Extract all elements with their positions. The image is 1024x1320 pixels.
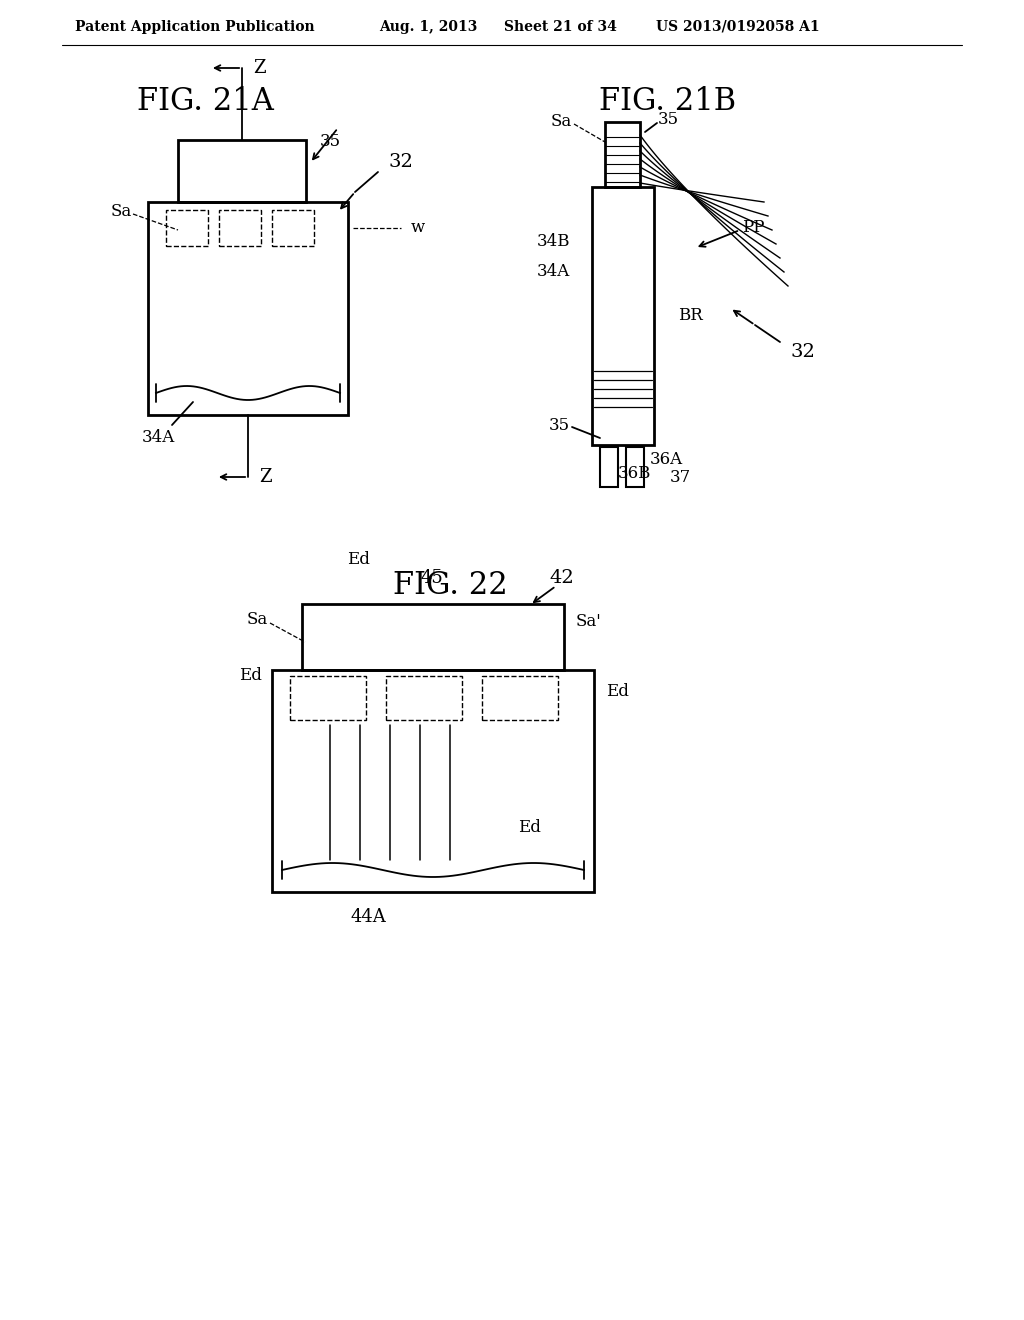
Bar <box>605 121 640 187</box>
Bar <box>386 676 462 719</box>
Bar <box>626 447 644 487</box>
Bar <box>148 202 348 414</box>
Text: 45: 45 <box>421 569 443 587</box>
Text: w: w <box>411 219 425 236</box>
Text: 35: 35 <box>319 133 341 150</box>
Text: 34B: 34B <box>537 234 570 251</box>
Bar <box>482 676 558 719</box>
Text: 36A: 36A <box>650 451 683 469</box>
Text: 34A: 34A <box>141 429 175 446</box>
Text: Sa: Sa <box>551 114 572 131</box>
Text: Aug. 1, 2013: Aug. 1, 2013 <box>379 20 477 34</box>
Bar <box>219 210 261 246</box>
Text: Ed: Ed <box>346 552 370 569</box>
Bar <box>166 210 208 246</box>
Text: Sheet 21 of 34: Sheet 21 of 34 <box>504 20 616 34</box>
Text: PP: PP <box>742 219 765 236</box>
Text: FIG. 22: FIG. 22 <box>392 569 507 601</box>
Text: 36B: 36B <box>618 465 651 482</box>
Bar <box>600 447 618 487</box>
Text: US 2013/0192058 A1: US 2013/0192058 A1 <box>656 20 820 34</box>
Text: BR: BR <box>678 306 702 323</box>
Bar <box>290 676 366 719</box>
Text: FIG. 21A: FIG. 21A <box>136 87 273 117</box>
Text: Z: Z <box>259 469 271 486</box>
Text: 32: 32 <box>388 153 413 172</box>
Text: Patent Application Publication: Patent Application Publication <box>75 20 314 34</box>
Bar <box>302 605 564 671</box>
Text: Ed: Ed <box>606 684 629 701</box>
Bar <box>272 671 594 892</box>
Text: 44A: 44A <box>350 908 386 927</box>
Text: 42: 42 <box>550 569 574 587</box>
Text: Sa': Sa' <box>575 614 602 631</box>
Bar <box>592 187 654 445</box>
Text: 32: 32 <box>790 343 815 360</box>
Text: 34A: 34A <box>537 264 570 281</box>
Text: FIG. 21B: FIG. 21B <box>599 87 736 117</box>
Text: Sa: Sa <box>247 611 268 628</box>
Text: Ed: Ed <box>240 667 262 684</box>
Text: 35: 35 <box>549 417 570 433</box>
Text: Sa: Sa <box>111 203 132 220</box>
Text: Z: Z <box>253 59 265 77</box>
Text: 37: 37 <box>670 469 691 486</box>
Text: Ed: Ed <box>518 820 541 837</box>
Bar <box>178 140 306 202</box>
Bar <box>272 210 314 246</box>
Text: 35: 35 <box>658 111 679 128</box>
